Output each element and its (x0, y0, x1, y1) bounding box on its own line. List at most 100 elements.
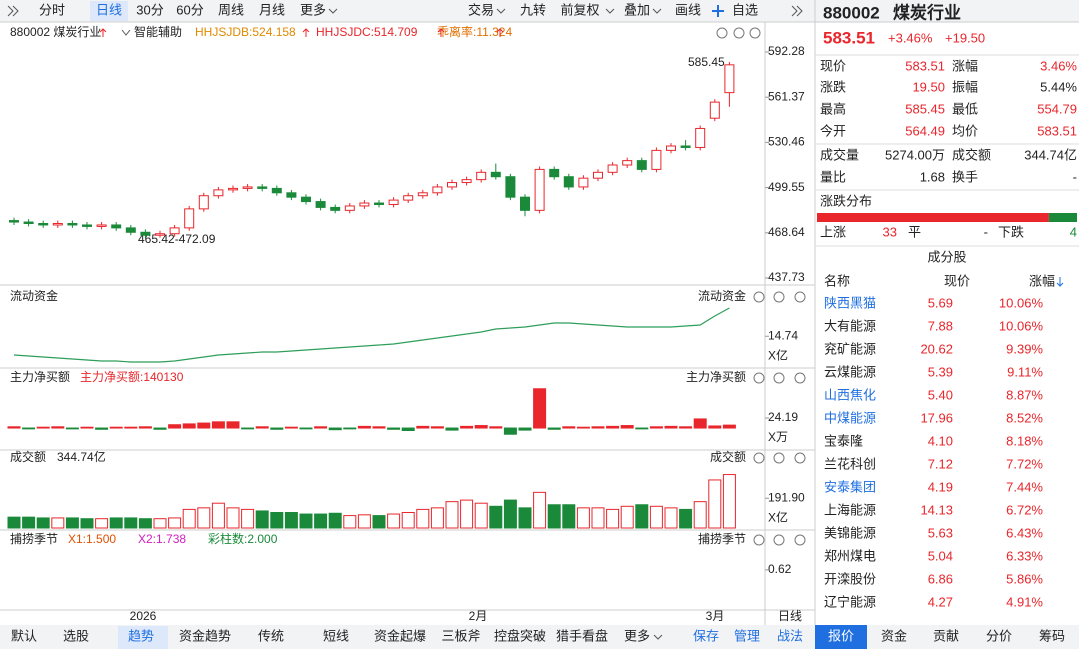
stock-name[interactable]: 开滦股份 (824, 571, 876, 586)
panel-icon[interactable] (794, 291, 806, 303)
bottom-tab[interactable]: 资金起爆 (374, 628, 426, 643)
bottom-tab[interactable]: 趋势 (128, 628, 154, 643)
candle-body (622, 160, 633, 166)
stock-price: 5.63 (928, 525, 953, 540)
bottom-tab[interactable]: 三板斧 (441, 628, 480, 643)
stock-pct: 8.87% (1006, 387, 1043, 402)
panel-icon[interactable] (794, 452, 806, 464)
net-buy-bar (36, 426, 50, 429)
tool[interactable]: 自选 (732, 2, 758, 17)
stock-name[interactable]: 安泰集团 (824, 479, 876, 494)
side-tab[interactable]: 报价 (828, 628, 854, 643)
period[interactable]: 日线 (778, 609, 802, 623)
stock-name[interactable]: 宝泰隆 (824, 433, 863, 448)
dropdown-icon (652, 8, 662, 14)
tab-selected-bg (90, 1, 128, 21)
stock-name[interactable]: 兰花科创 (824, 456, 876, 471)
quote-label: 振幅 (952, 79, 978, 94)
tab[interactable]: 分时 (39, 2, 65, 17)
bottom-tab[interactable]: 短线 (323, 628, 349, 643)
collapse-icon[interactable] (7, 5, 19, 17)
assist[interactable]: 智能辅助 (134, 24, 182, 39)
stock-name[interactable]: 山西焦化 (824, 387, 876, 402)
panel-icon[interactable] (716, 27, 728, 39)
side-tab[interactable]: 资金 (881, 628, 907, 643)
stocks-title: 成分股 (927, 249, 966, 264)
bottom-tab[interactable]: 传统 (258, 628, 284, 643)
panel-icon[interactable] (773, 291, 785, 303)
stock-pct: 5.86% (1006, 571, 1043, 586)
candle-body (593, 171, 603, 179)
panel-icon[interactable] (753, 534, 765, 546)
panel-icon[interactable] (794, 534, 806, 546)
candle-body (271, 187, 282, 194)
candle-body (330, 206, 341, 211)
side-tab[interactable]: 筹码 (1039, 628, 1065, 643)
tool[interactable]: 交易 (468, 2, 494, 17)
volume-bar (284, 512, 298, 529)
stock-name[interactable]: 上海能源 (824, 502, 876, 517)
panel-icon[interactable] (753, 372, 765, 384)
panel-icon[interactable] (749, 27, 761, 39)
candle-body (724, 64, 735, 94)
side-tab[interactable]: 分价 (986, 628, 1012, 643)
expand-icon[interactable] (791, 5, 803, 17)
bottom-tab[interactable]: 选股 (63, 628, 89, 643)
net-buy-bar (649, 426, 663, 429)
quote-label: 最高 (820, 101, 846, 116)
bottom-tab[interactable]: 资金趋势 (179, 628, 231, 643)
flat-label: 平 (908, 224, 921, 239)
stock-name[interactable]: 辽宁能源 (824, 594, 876, 609)
quote-value: 5.44% (1040, 79, 1077, 94)
up-arrow (437, 28, 445, 37)
dropdown-icon (605, 8, 615, 14)
bottom-tab[interactable]: 猎手看盘 (556, 628, 608, 643)
bottom-tab[interactable]: 控盘突破 (494, 628, 546, 643)
dist-up (817, 213, 1049, 222)
y-tick-label: 468.64 (768, 225, 805, 239)
net-buy-bar (533, 388, 547, 429)
col-header[interactable]: 涨幅 (1029, 273, 1055, 288)
stock-name[interactable]: 兖矿能源 (824, 341, 876, 356)
bottom-action[interactable]: 战法 (777, 628, 803, 643)
candle-body (534, 168, 545, 211)
col-header[interactable]: 现价 (944, 273, 970, 288)
bottom-tab[interactable]: 默认 (11, 628, 37, 643)
tab[interactable]: 周线 (218, 2, 244, 17)
bottom-action[interactable]: 保存 (693, 628, 719, 643)
tool[interactable]: 九转 (520, 2, 546, 17)
stock-name[interactable]: 郑州煤电 (824, 548, 876, 563)
panel-icon[interactable] (753, 291, 765, 303)
stock-price: 4.19 (928, 479, 953, 494)
volume-bar (693, 501, 707, 529)
dist-down (1048, 213, 1077, 222)
col-header[interactable]: 名称 (824, 273, 850, 288)
stock-name[interactable]: 美锦能源 (824, 525, 876, 540)
side-tab[interactable]: 贡献 (933, 628, 959, 643)
stock-name[interactable]: 云煤能源 (824, 364, 876, 379)
tab[interactable]: 月线 (259, 2, 285, 17)
tab[interactable]: 60分 (176, 2, 203, 17)
tool[interactable]: 叠加 (624, 2, 650, 17)
panel-subtitle: 主力净买额:140130 (80, 370, 184, 384)
quote-name: 煤炭行业 (893, 2, 961, 22)
tool[interactable]: 画线 (675, 2, 701, 17)
panel-icon[interactable] (773, 452, 785, 464)
panel-icon[interactable] (773, 372, 785, 384)
tool[interactable]: 前复权 (560, 2, 599, 17)
tab[interactable]: 30分 (136, 2, 163, 17)
panel-icon[interactable] (753, 452, 765, 464)
stock-name[interactable]: 陕西黑猫 (824, 295, 876, 310)
bottom-tab[interactable]: 更多 (624, 628, 650, 643)
panel-icon[interactable] (773, 534, 785, 546)
stock-name[interactable]: 中煤能源 (824, 410, 876, 425)
quote-label: 换手 (952, 169, 978, 184)
quote-value: 583.51 (905, 58, 945, 73)
panel-icon[interactable] (794, 372, 806, 384)
panel-icon[interactable] (733, 27, 745, 39)
net-buy-bar (182, 423, 196, 429)
bottom-action[interactable]: 管理 (734, 628, 760, 643)
tab[interactable]: 日线 (96, 2, 122, 17)
tab[interactable]: 更多 (300, 2, 326, 17)
stock-name[interactable]: 大有能源 (824, 318, 876, 333)
